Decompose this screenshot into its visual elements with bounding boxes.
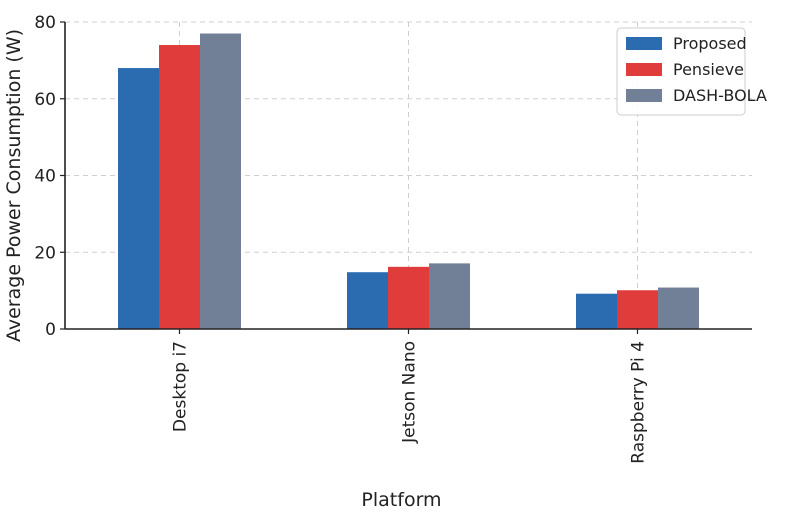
bar-proposed-0: [118, 68, 159, 330]
bar-proposed-1: [347, 272, 388, 329]
legend-label: Proposed: [673, 34, 747, 53]
legend-label: Pensieve: [673, 60, 744, 79]
y-tick-label: 20: [34, 243, 56, 263]
x-tick-label: Raspberry Pi 4: [629, 341, 649, 464]
axes-layer: 0 20 40 60 80 Desktop i7 Jetson Nano Raspberry …: [34, 13, 752, 464]
x-axis-title: Platform: [361, 489, 441, 511]
legend: Proposed Pensieve DASH-BOLA: [616, 27, 767, 116]
x-tick-label: Desktop i7: [171, 341, 191, 432]
bars-layer: [118, 33, 699, 330]
y-tick-label: 0: [45, 320, 56, 340]
legend-swatch-pensieve: [626, 63, 662, 76]
bar-dash-bola-0: [200, 33, 241, 329]
bar-dash-bola-2: [658, 287, 699, 329]
y-axis-title: Average Power Consumption (W): [3, 29, 25, 342]
bar-pensieve-1: [388, 266, 429, 329]
legend-swatch-dash-bola: [626, 89, 662, 102]
bar-proposed-2: [576, 293, 617, 329]
y-tick-label: 80: [34, 13, 56, 33]
bar-dash-bola-1: [429, 263, 470, 329]
legend-label: DASH-BOLA: [673, 86, 767, 105]
legend-swatch-proposed: [626, 37, 662, 50]
bar-pensieve-2: [617, 290, 658, 329]
x-tick-label: Jetson Nano: [400, 341, 420, 444]
y-tick-label: 40: [34, 167, 56, 187]
bar-pensieve-0: [159, 45, 200, 330]
y-tick-label: 60: [34, 90, 56, 110]
